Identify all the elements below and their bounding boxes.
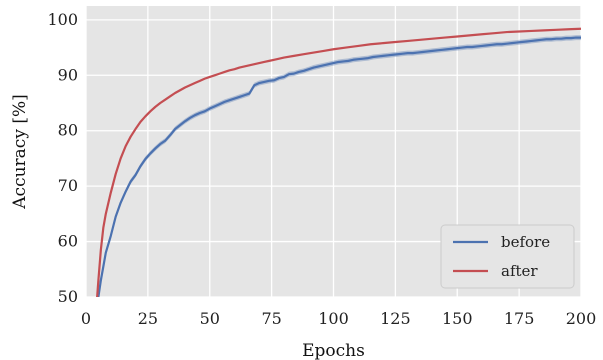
x-tick-label: 125 [380,309,411,328]
y-tick-label: 90 [58,65,78,84]
x-tick-label: 0 [81,309,91,328]
y-tick-label: 70 [58,176,78,195]
series-before-line [97,36,581,297]
y-tick-label: 80 [58,121,78,140]
legend-box [440,224,575,289]
x-tick-label: 75 [261,309,281,328]
x-tick-label: 150 [442,309,473,328]
x-tick-label: 200 [566,309,597,328]
y-tick-label: 50 [58,287,78,306]
x-tick-label: 50 [200,309,220,328]
y-axis-label: Accuracy [%] [10,94,30,209]
x-axis-label: Epochs [302,341,365,360]
series-after-line [96,27,581,297]
tick-labels: 0 25 50 75 100 125 150 175 200 50 60 70 80 90 100 [47,10,596,328]
legend-label-before: before [501,233,550,251]
y-tick-label: 60 [58,232,78,251]
x-tick-label: 175 [504,309,535,328]
x-tick-label: 100 [318,309,349,328]
x-tick-label: 25 [138,309,158,328]
legend: before after [440,224,575,289]
legend-label-after: after [501,262,538,280]
series-layer [96,27,581,297]
y-tick-label: 100 [47,10,78,29]
